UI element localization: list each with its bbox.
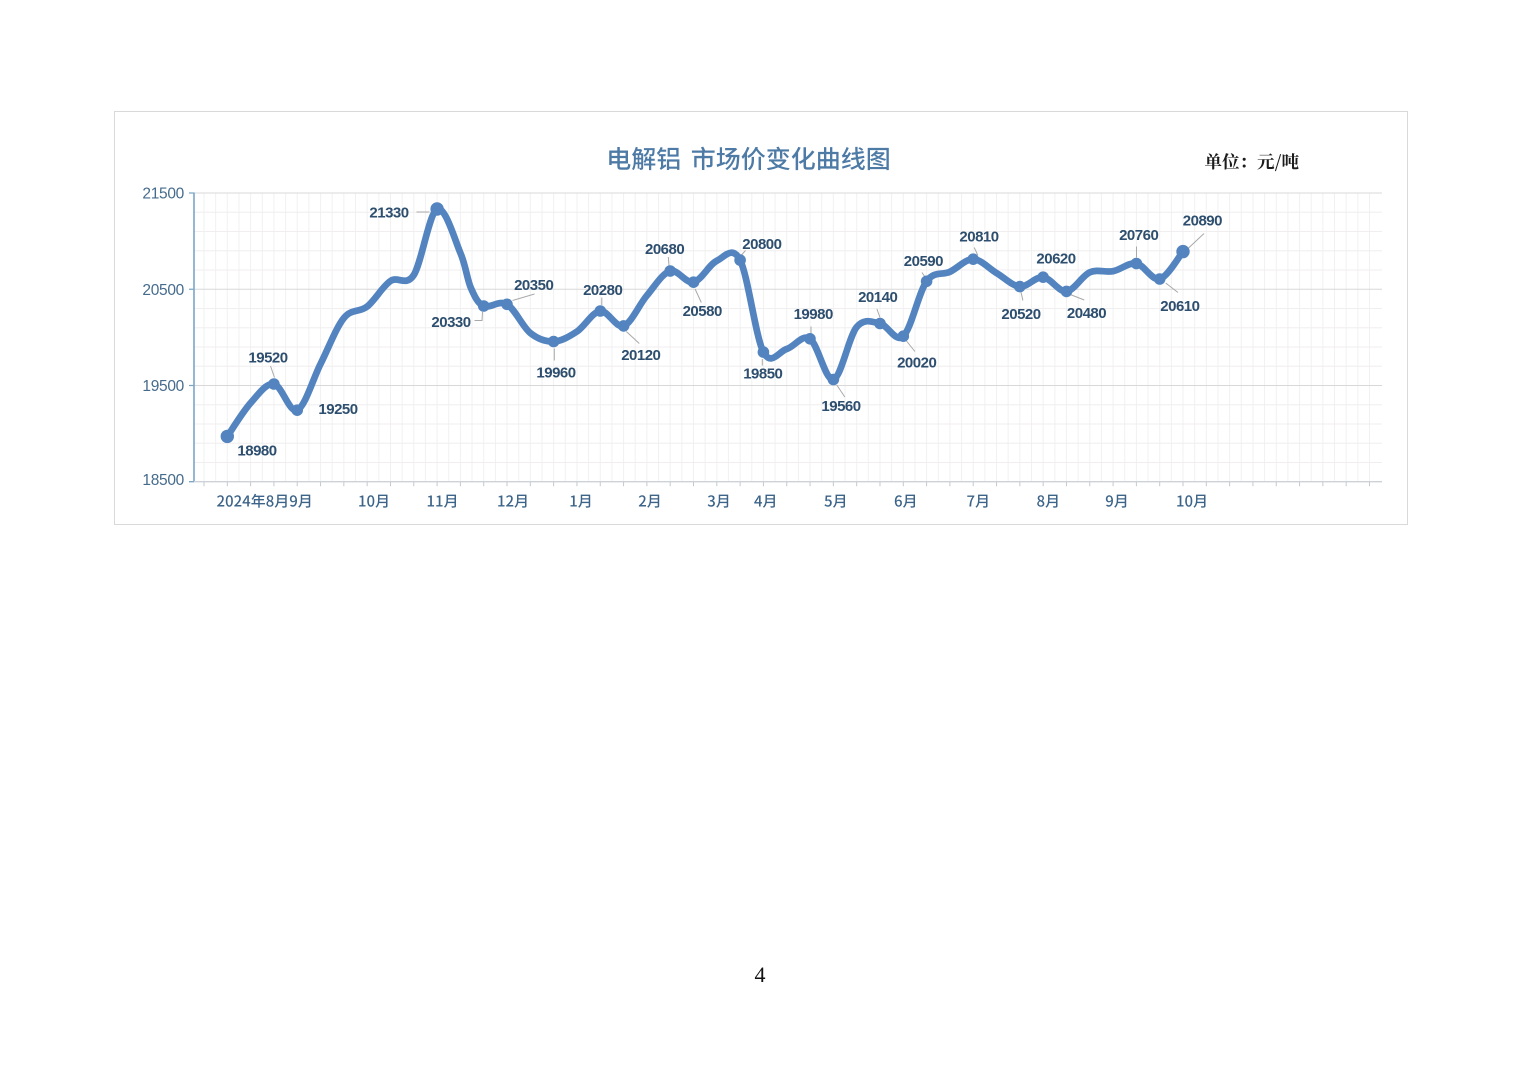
- svg-text:19560: 19560: [821, 398, 860, 415]
- svg-text:20610: 20610: [1160, 298, 1199, 315]
- svg-text:20810: 20810: [959, 229, 998, 246]
- svg-text:21500: 21500: [142, 185, 184, 202]
- svg-text:19850: 19850: [743, 366, 782, 383]
- svg-text:20330: 20330: [431, 314, 470, 331]
- svg-text:20890: 20890: [1183, 213, 1222, 230]
- svg-text:20500: 20500: [142, 282, 184, 299]
- svg-text:20120: 20120: [621, 347, 660, 364]
- svg-text:20800: 20800: [742, 236, 781, 253]
- svg-text:20580: 20580: [683, 303, 722, 320]
- svg-text:19520: 19520: [248, 350, 287, 367]
- svg-text:20680: 20680: [645, 241, 684, 258]
- svg-text:20140: 20140: [858, 289, 897, 306]
- svg-text:19980: 19980: [794, 306, 833, 323]
- svg-text:20350: 20350: [514, 277, 553, 294]
- svg-text:20590: 20590: [904, 253, 943, 270]
- svg-text:20620: 20620: [1036, 251, 1075, 268]
- svg-text:20520: 20520: [1001, 306, 1040, 323]
- svg-text:18980: 18980: [237, 443, 276, 460]
- svg-text:19500: 19500: [142, 378, 184, 395]
- svg-text:20280: 20280: [583, 282, 622, 299]
- svg-text:19250: 19250: [318, 401, 357, 418]
- svg-text:20480: 20480: [1067, 305, 1106, 322]
- svg-text:18500: 18500: [142, 472, 184, 489]
- svg-text:20020: 20020: [897, 355, 936, 372]
- svg-text:20760: 20760: [1119, 227, 1158, 244]
- svg-text:4: 4: [755, 962, 766, 987]
- svg-text:19960: 19960: [536, 365, 575, 382]
- svg-text:21330: 21330: [369, 205, 408, 222]
